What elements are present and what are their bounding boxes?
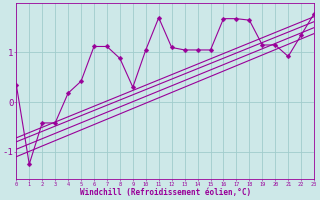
X-axis label: Windchill (Refroidissement éolien,°C): Windchill (Refroidissement éolien,°C) (80, 188, 251, 197)
